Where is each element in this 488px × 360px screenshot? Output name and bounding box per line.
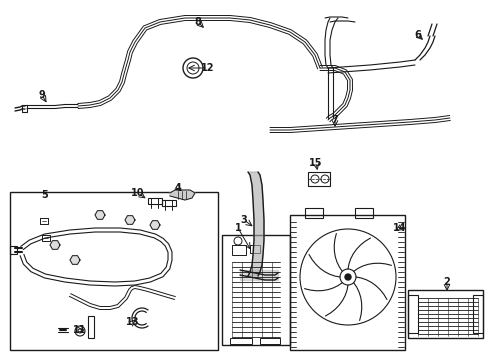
Text: 13: 13 (126, 317, 140, 327)
Polygon shape (150, 221, 160, 229)
Text: 5: 5 (41, 190, 48, 200)
Text: 10: 10 (131, 188, 144, 198)
Text: 4: 4 (174, 183, 181, 193)
Bar (289, 215, 404, 350)
Bar (354, 208, 372, 218)
Bar (260, 338, 280, 344)
Bar (148, 198, 162, 204)
Text: 3: 3 (240, 215, 247, 225)
Bar (249, 245, 260, 253)
Text: 9: 9 (39, 90, 45, 100)
Bar (231, 245, 245, 255)
Text: 2: 2 (443, 277, 449, 287)
Bar (229, 338, 251, 344)
Text: 15: 15 (308, 158, 322, 168)
Polygon shape (95, 211, 105, 219)
Text: 11: 11 (73, 325, 86, 335)
Polygon shape (70, 256, 80, 264)
Bar (407, 295, 417, 333)
Bar (22, 105, 27, 112)
Text: 14: 14 (392, 223, 406, 233)
Bar (10, 246, 17, 254)
Polygon shape (125, 216, 135, 224)
Text: 8: 8 (194, 17, 201, 27)
Bar (307, 172, 329, 186)
Bar (472, 295, 482, 333)
Text: 6: 6 (414, 30, 421, 40)
Bar (88, 316, 94, 338)
Bar (305, 208, 323, 218)
Circle shape (345, 274, 350, 280)
Text: 7: 7 (331, 115, 338, 125)
Polygon shape (50, 241, 60, 249)
Bar (407, 290, 482, 338)
Text: 12: 12 (201, 63, 214, 73)
Text: 1: 1 (234, 223, 241, 233)
Bar (222, 235, 289, 345)
Polygon shape (247, 172, 264, 276)
Polygon shape (240, 270, 278, 280)
Polygon shape (170, 190, 195, 200)
Bar (10, 192, 218, 350)
Bar (162, 200, 176, 206)
